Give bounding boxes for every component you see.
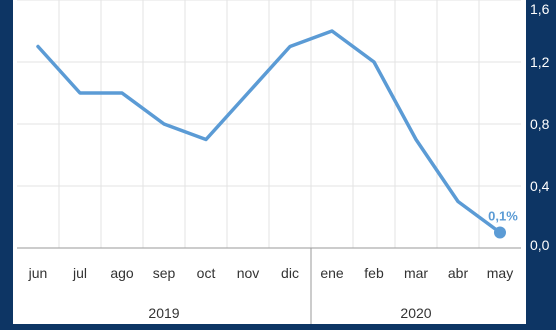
x-tick-label: ago [110, 265, 134, 281]
x-tick-label: mar [404, 265, 428, 281]
x-tick-label: ene [320, 265, 344, 281]
x-tick-label: abr [448, 265, 469, 281]
x-tick-label: dic [281, 265, 299, 281]
x-tick-label: jun [28, 265, 48, 281]
x-tick-label: oct [197, 265, 216, 281]
data-point [494, 226, 506, 239]
y-tick-label: 0,4 [530, 178, 550, 194]
x-tick-label: sep [153, 265, 176, 281]
x-tick-label: may [487, 265, 513, 281]
year-label: 2019 [148, 305, 179, 321]
y-tick-label: 1,6 [530, 1, 550, 17]
data-label: 0,1% [488, 209, 518, 224]
series-line [36, 29, 502, 235]
x-tick-label: jul [72, 265, 87, 281]
y-tick-label: 0,0 [530, 237, 550, 253]
x-tick-label: nov [237, 265, 260, 281]
y-tick-label: 0,8 [530, 116, 550, 132]
year-label: 2020 [400, 305, 431, 321]
y-tick-label: 1,2 [530, 54, 550, 70]
x-tick-label: feb [364, 265, 384, 281]
